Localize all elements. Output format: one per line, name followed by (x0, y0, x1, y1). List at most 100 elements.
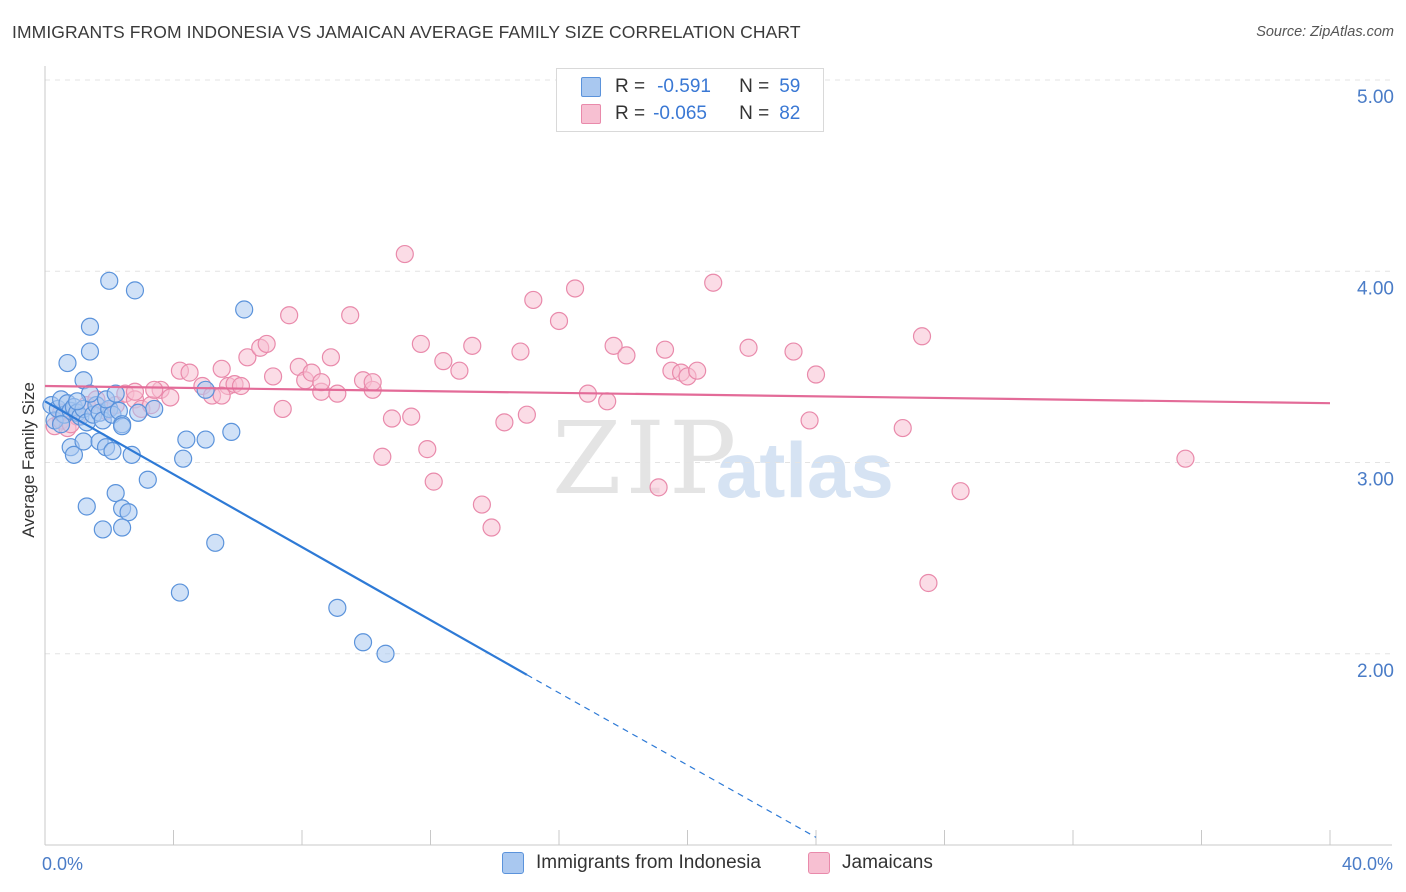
point-indonesia (100, 271, 119, 290)
legend-r-label: R = (615, 103, 646, 124)
point-jamaicans (395, 244, 414, 264)
series-legend-indonesia[interactable]: Immigrants from Indonesia (502, 852, 761, 874)
point-jamaicans (739, 338, 758, 357)
point-jamaicans (806, 365, 826, 384)
legend-r-value-indonesia: -0.591 (657, 76, 711, 97)
legend-swatch-indonesia (581, 77, 601, 97)
point-indonesia (196, 380, 215, 399)
series-swatch-jamaicans (808, 852, 830, 874)
legend-r-value-jamaicans: -0.065 (653, 103, 707, 124)
point-indonesia (80, 317, 100, 336)
point-indonesia (112, 417, 132, 436)
point-jamaicans (180, 363, 199, 382)
point-jamaicans (517, 405, 536, 424)
point-jamaicans (418, 440, 437, 459)
point-jamaicans (424, 472, 443, 491)
point-indonesia (328, 598, 347, 617)
trend-line-jamaicans (44, 384, 1331, 405)
point-indonesia (145, 399, 164, 419)
point-jamaicans (800, 411, 819, 430)
point-indonesia (68, 392, 87, 411)
point-jamaicans (434, 352, 453, 371)
point-indonesia (93, 520, 112, 539)
point-indonesia (119, 503, 138, 522)
legend-row-indonesia: R = -0.591 N = 59 (581, 74, 800, 100)
chart-source: Source: ZipAtlas.com (1256, 24, 1394, 40)
point-jamaicans (321, 348, 341, 367)
watermark-zip: ZIP (552, 400, 741, 517)
point-jamaicans (598, 392, 617, 411)
point-indonesia (106, 384, 125, 403)
series-swatch-indonesia (502, 852, 524, 874)
point-indonesia (353, 633, 373, 652)
point-jamaicans (212, 359, 231, 378)
point-indonesia (138, 470, 157, 489)
y-tick-label: 5.00 (1357, 87, 1394, 108)
point-jamaicans (688, 361, 707, 380)
point-jamaicans (363, 373, 382, 392)
point-jamaicans (328, 384, 347, 403)
watermark-atlas: atlas (716, 426, 894, 514)
point-jamaicans (231, 376, 251, 396)
point-jamaicans (263, 367, 283, 386)
series-label-indonesia: Immigrants from Indonesia (536, 852, 761, 873)
point-indonesia (77, 497, 96, 516)
point-indonesia (170, 583, 190, 602)
point-indonesia (376, 644, 395, 663)
point-indonesia (74, 432, 93, 451)
point-jamaicans (951, 482, 970, 501)
point-jamaicans (212, 386, 231, 405)
point-jamaicans (373, 447, 392, 466)
point-jamaicans (784, 342, 803, 361)
point-jamaicans (312, 373, 331, 392)
y-tick-label: 2.00 (1357, 661, 1394, 682)
point-indonesia (103, 441, 122, 461)
point-jamaicans (912, 327, 932, 346)
point-indonesia (129, 403, 148, 422)
legend-row-jamaicans: R = -0.065 N = 82 (581, 101, 800, 127)
trend-line-indonesia (44, 400, 528, 676)
point-indonesia (206, 533, 225, 552)
point-jamaicans (382, 409, 402, 428)
point-jamaicans (704, 273, 723, 292)
trend-line-indonesia-extension (526, 674, 817, 838)
x-tick-label-max: 40.0% (1342, 854, 1393, 874)
point-jamaicans (280, 306, 299, 325)
legend-r-label: R = (615, 76, 646, 97)
point-jamaicans (549, 311, 569, 331)
axes (44, 66, 1392, 846)
point-jamaicans (463, 336, 482, 355)
point-jamaicans (145, 380, 164, 399)
point-jamaicans (341, 306, 360, 325)
point-indonesia (58, 353, 77, 373)
point-jamaicans (893, 418, 912, 438)
point-jamaicans (565, 279, 585, 298)
point-indonesia (106, 484, 125, 503)
legend-n-value-jamaicans: 82 (779, 103, 801, 124)
point-jamaicans (402, 407, 421, 426)
y-tick-label: 4.00 (1357, 278, 1394, 299)
grid-lines (45, 79, 1392, 655)
series-label-jamaicans: Jamaicans (842, 852, 933, 873)
tick-labels: 5.00 4.00 3.00 2.00 0.0% 40.0% (42, 87, 1394, 874)
point-jamaicans (161, 388, 180, 407)
point-indonesia (125, 281, 145, 300)
chart-title: IMMIGRANTS FROM INDONESIA VS JAMAICAN AV… (12, 22, 801, 42)
point-indonesia (174, 449, 193, 468)
correlation-legend: R = -0.591 N = 59 R = -0.065 N = 82 (556, 68, 824, 132)
point-jamaicans (919, 573, 938, 593)
point-indonesia (64, 445, 84, 464)
legend-n-label: N = (739, 76, 770, 97)
series-legend-jamaicans[interactable]: Jamaicans (808, 852, 933, 874)
point-jamaicans (649, 478, 668, 497)
point-jamaicans (257, 334, 276, 354)
legend-n-value-indonesia: 59 (779, 76, 801, 97)
point-jamaicans (655, 340, 675, 359)
point-indonesia (177, 430, 196, 449)
legend-n-label: N = (739, 103, 770, 124)
indonesia-points (42, 271, 395, 663)
x-tick-label-min: 0.0% (42, 854, 83, 874)
point-indonesia (196, 430, 215, 449)
legend-swatch-jamaicans (581, 104, 601, 124)
